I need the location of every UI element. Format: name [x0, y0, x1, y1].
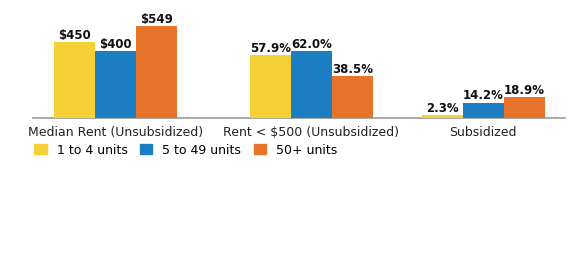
Text: $549: $549	[140, 12, 172, 25]
Bar	[332, 77, 373, 118]
Bar	[136, 27, 176, 118]
Text: 14.2%: 14.2%	[463, 89, 503, 102]
Text: 62.0%: 62.0%	[291, 37, 332, 50]
Text: $450: $450	[58, 29, 90, 42]
Text: 57.9%: 57.9%	[250, 42, 291, 55]
Bar	[95, 52, 136, 118]
Bar	[463, 103, 503, 118]
Text: 38.5%: 38.5%	[332, 63, 373, 76]
Bar	[503, 98, 545, 118]
Bar	[422, 116, 463, 118]
Bar	[54, 43, 95, 118]
Text: 18.9%: 18.9%	[503, 84, 545, 97]
Legend: 1 to 4 units, 5 to 49 units, 50+ units: 1 to 4 units, 5 to 49 units, 50+ units	[29, 139, 343, 162]
Text: 2.3%: 2.3%	[426, 102, 459, 115]
Bar	[291, 52, 332, 118]
Bar	[250, 56, 291, 118]
Text: $400: $400	[99, 37, 132, 50]
